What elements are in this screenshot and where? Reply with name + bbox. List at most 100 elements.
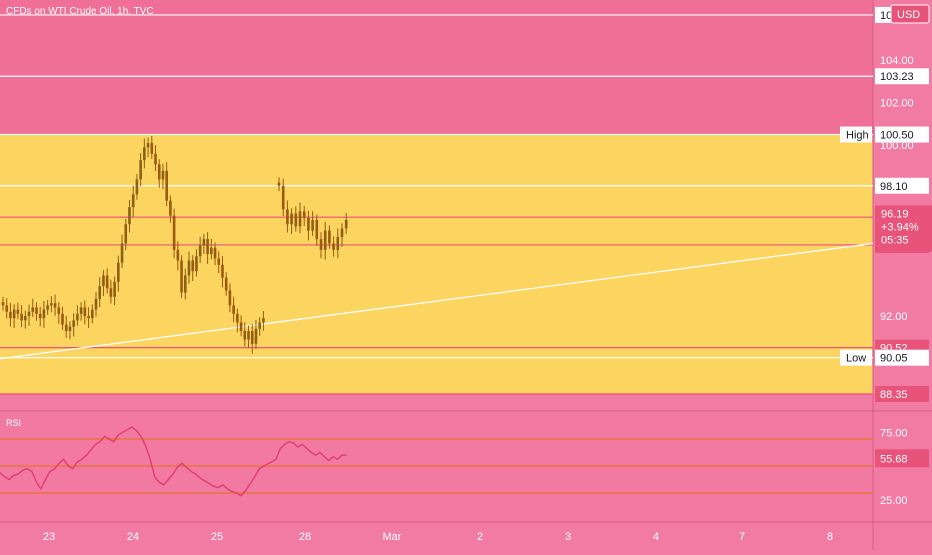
candle-body: [277, 182, 281, 186]
candle-body: [68, 326, 72, 331]
candle-body: [117, 262, 120, 282]
candlestick: [254, 320, 258, 350]
candle-body: [64, 324, 68, 331]
candlestick: [172, 208, 176, 259]
candlestick: [198, 236, 202, 264]
candlestick: [94, 291, 98, 317]
candlestick: [38, 306, 42, 327]
candle-body: [213, 247, 217, 259]
current-price-text: 96.19: [881, 209, 909, 221]
candlestick: [169, 195, 172, 223]
trendline: [0, 242, 874, 360]
candle-body: [328, 230, 331, 244]
candlestick: [83, 300, 87, 325]
candlestick: [27, 304, 31, 326]
candlestick: [5, 298, 9, 319]
candle-body: [83, 307, 87, 317]
candlestick: [298, 202, 302, 234]
candle-body: [206, 239, 209, 255]
x-tick-label: 23: [43, 531, 55, 543]
candle-body: [157, 164, 161, 180]
candle-body: [180, 260, 183, 293]
candle-body: [53, 303, 57, 308]
candle-body: [258, 322, 261, 329]
price-level-tag: [875, 177, 929, 194]
candle-body: [247, 330, 250, 340]
x-tick-label: 2: [477, 531, 483, 543]
candlestick: [150, 136, 154, 160]
candlestick: [20, 305, 23, 328]
candlestick: [124, 218, 128, 251]
candlestick: [307, 210, 310, 241]
candlestick: [35, 302, 38, 321]
candle-body: [243, 330, 247, 340]
candle-body: [46, 305, 49, 310]
candlestick: [12, 304, 16, 328]
candle-body: [1, 302, 5, 306]
candlestick: [9, 303, 12, 327]
candle-body: [344, 219, 348, 229]
y-tick-label: 100.00: [880, 140, 914, 152]
x-tick-label: 8: [827, 531, 833, 543]
candlestick: [191, 255, 195, 282]
candle-body: [150, 143, 154, 154]
candle-body: [187, 260, 191, 276]
candle-body: [191, 260, 195, 272]
candle-body: [57, 307, 61, 314]
candle-body: [24, 316, 27, 321]
candle-body: [198, 245, 202, 257]
candle-body: [176, 249, 180, 261]
candle-body: [120, 243, 124, 263]
candlestick: [105, 268, 109, 294]
chart-title: CFDs on WTI Crude Oil, 1h, TVC: [6, 6, 154, 17]
candlestick: [340, 223, 344, 247]
candle-body: [311, 219, 314, 231]
candlestick: [224, 272, 228, 296]
candlestick: [165, 162, 168, 207]
candlestick: [68, 321, 72, 340]
candlestick: [31, 298, 35, 318]
y-tick-label: 104.00: [880, 55, 914, 67]
candlestick: [221, 256, 224, 288]
candle-body: [281, 185, 285, 210]
candle-body: [319, 239, 323, 250]
candle-body: [298, 211, 302, 227]
candle-body: [336, 237, 340, 250]
rsi-y-tick-label: 25.00: [880, 495, 908, 507]
candlestick: [146, 137, 150, 158]
candlestick: [79, 302, 83, 321]
candlestick: [206, 232, 209, 264]
candle-body: [315, 219, 319, 240]
price-level-tag: [875, 349, 929, 366]
candle-body: [323, 230, 327, 250]
x-tick-label: 7: [739, 531, 745, 543]
candlestick: [42, 300, 46, 328]
candlestick: [76, 305, 79, 326]
candlestick: [183, 268, 187, 300]
candlestick: [16, 302, 20, 320]
candlestick: [236, 308, 239, 333]
price-level-tag: [875, 68, 929, 85]
candlestick: [232, 296, 235, 323]
candle-body: [146, 143, 150, 148]
currency-label: USD: [897, 9, 920, 21]
candlestick: [247, 325, 250, 348]
rsi-panel-background: [0, 412, 873, 522]
candle-body: [254, 328, 258, 344]
candlestick: [24, 310, 27, 329]
candle-body: [31, 307, 35, 312]
candlestick: [319, 232, 323, 259]
candle-body: [9, 311, 12, 319]
candlestick: [109, 279, 113, 304]
candle-body: [72, 320, 75, 327]
support-resistance-zone: [0, 134, 873, 394]
price-level-label: 103.23: [880, 71, 914, 83]
candlestick: [161, 163, 165, 190]
candlestick: [46, 300, 49, 315]
candlestick: [195, 249, 198, 277]
candlestick: [113, 276, 116, 306]
candlestick: [102, 270, 105, 296]
x-tick-label: 25: [211, 531, 223, 543]
